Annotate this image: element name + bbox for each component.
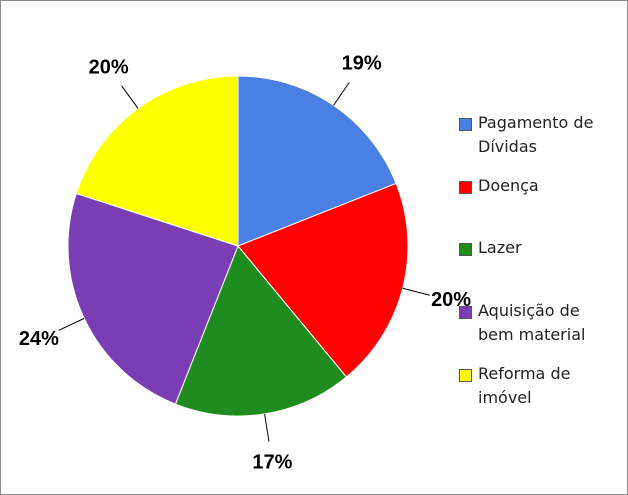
legend-item: Aquisição de bem material [459, 299, 609, 347]
legend-swatch [459, 180, 472, 194]
data-label: 17% [252, 452, 292, 474]
pie-slice [237, 182, 409, 378]
leader-line [121, 85, 139, 109]
legend-swatch [459, 118, 472, 131]
leader-line [58, 317, 85, 331]
legend-swatch [459, 306, 472, 320]
legend-label: Aquisição de bem material [478, 301, 586, 345]
leader-line [402, 287, 430, 296]
data-label: 19% [342, 52, 382, 74]
data-label: 20% [431, 289, 471, 311]
data-label: 20% [89, 56, 129, 78]
legend-label: Doença [478, 175, 539, 195]
legend-label: Lazer [478, 238, 522, 258]
leader-line [333, 81, 350, 106]
pie-slice [237, 75, 397, 247]
legend-swatch [459, 243, 472, 257]
legend-item: Pagamento de Dívidas [459, 111, 609, 159]
legend-label: Pagamento de Dívidas [478, 113, 594, 156]
legend-label: Reforma de imóvel [478, 363, 571, 407]
legend-item: Doença [459, 174, 609, 198]
legend-item: Lazer [459, 236, 609, 260]
legend-item: Reforma de imóvel [459, 362, 609, 410]
data-label: 24% [19, 328, 59, 350]
pie-slice [174, 245, 348, 417]
pie-slice [67, 192, 239, 405]
legend-swatch [459, 368, 472, 382]
leader-line [264, 413, 270, 442]
